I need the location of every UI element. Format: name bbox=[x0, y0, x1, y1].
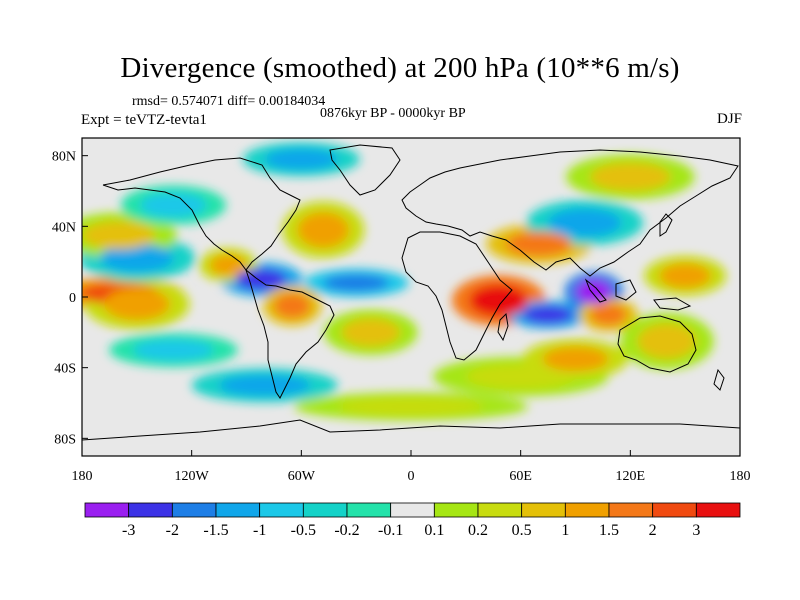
coastline-sumatra bbox=[584, 278, 607, 303]
colorbar-label: 0.5 bbox=[512, 522, 532, 539]
coastline-new-zealand bbox=[713, 368, 725, 391]
field-core-south-atlantic-divergence bbox=[341, 318, 401, 347]
coastline-africa bbox=[401, 231, 513, 361]
field-core-west-pacific-divergence bbox=[659, 263, 711, 289]
colorbar-swatch bbox=[695, 502, 741, 518]
colorbar-label: -0.1 bbox=[378, 522, 403, 539]
x-tick-label: 0 bbox=[408, 469, 415, 484]
season-label: DJF bbox=[716, 111, 742, 127]
colorbar-swatch bbox=[652, 502, 697, 518]
field-core-south-pacific-convergence bbox=[133, 339, 214, 361]
x-tick-label: 60E bbox=[509, 469, 532, 484]
x-tick-label: 120W bbox=[175, 469, 210, 484]
coastline-antarctica bbox=[82, 419, 740, 441]
y-tick-label: 80N bbox=[52, 150, 76, 165]
field-core-maritime-continent-convergence bbox=[575, 279, 613, 305]
colorbar-swatch bbox=[521, 502, 566, 518]
field-core-asia-convergence bbox=[548, 208, 622, 237]
y-tick-label: 0 bbox=[69, 291, 76, 306]
x-tick-label: 60W bbox=[288, 469, 316, 484]
colorbar-swatch bbox=[346, 502, 392, 518]
coastline-eurasia bbox=[401, 149, 739, 277]
x-tick-label: 180 bbox=[730, 469, 751, 484]
field-core-australia-divergence bbox=[637, 323, 697, 359]
field-core-southern-ocean-divergence bbox=[465, 364, 576, 389]
coastline-madagascar bbox=[497, 312, 509, 342]
y-tick-label: 40N bbox=[52, 220, 76, 235]
colorbar-swatch bbox=[433, 502, 479, 518]
colorbar-label: -1.5 bbox=[203, 522, 228, 539]
colorbar: -3 -2 -1.5 -1 -0.5 -0.2 -0.1 0.1 0.2 0.5 1 1.5 2 3 bbox=[84, 502, 741, 539]
experiment-label: Expt = teVTZ-tevta1 bbox=[81, 112, 207, 128]
field-core-siberia-divergence bbox=[590, 162, 671, 191]
colorbar-swatch bbox=[477, 502, 523, 518]
colorbar-label: -2 bbox=[166, 522, 179, 539]
colorbar-swatch bbox=[215, 502, 261, 518]
field-core-atlantic-convergence bbox=[323, 274, 390, 292]
colorbar-label: 1.5 bbox=[599, 522, 619, 539]
coastline-greenland bbox=[329, 144, 401, 196]
coastline-south-america bbox=[244, 268, 335, 399]
colorbar-swatch bbox=[84, 502, 130, 518]
colorbar-swatch bbox=[390, 502, 435, 518]
colorbar-label: 0.2 bbox=[468, 522, 488, 539]
colorbar-swatch bbox=[171, 502, 217, 518]
colorbar-label: 1 bbox=[561, 522, 569, 539]
field-core-tibet-divergence bbox=[506, 231, 572, 257]
divergence-field bbox=[82, 142, 727, 421]
field-core-north-pacific-convergence bbox=[140, 192, 207, 218]
coastline-north-america bbox=[102, 157, 301, 271]
chart-title: Divergence (smoothed) at 200 hPa (10**6 … bbox=[120, 52, 680, 84]
field-core-indian-ocean-convergence bbox=[522, 305, 574, 324]
field-core-east-pacific-convergence bbox=[100, 244, 174, 273]
colorbar-swatch bbox=[259, 502, 304, 518]
period-label: 0876kyr BP - 0000kyr BP bbox=[320, 106, 466, 121]
field-core-arctic-convergence bbox=[264, 148, 338, 170]
map-area bbox=[81, 137, 741, 457]
colorbar-swatch bbox=[564, 502, 610, 518]
y-tick-label: 80S bbox=[54, 432, 76, 447]
coastlines bbox=[82, 144, 740, 441]
colorbar-swatch bbox=[608, 502, 654, 518]
field-core-east-africa-divergence bbox=[469, 284, 528, 317]
coastline-australia bbox=[617, 315, 697, 373]
colorbar-label: 3 bbox=[692, 522, 700, 539]
field-core-amazon-divergence bbox=[273, 293, 311, 319]
coastline-new-guinea bbox=[653, 297, 692, 311]
colorbar-label: -1 bbox=[253, 522, 266, 539]
coastline-japan bbox=[659, 213, 673, 237]
field-core-north-pacific-divergence bbox=[82, 221, 156, 250]
y-tick-label: 40S bbox=[54, 362, 76, 377]
field-core-antarctic-divergence bbox=[337, 397, 485, 416]
x-tick-label: 180 bbox=[72, 469, 93, 484]
field-core-mexico-divergence bbox=[209, 254, 247, 276]
coastline-borneo bbox=[615, 279, 637, 301]
colorbar-label: -0.2 bbox=[334, 522, 359, 539]
x-tick-label: 120E bbox=[616, 469, 646, 484]
field-core-north-atlantic-divergence bbox=[297, 212, 349, 248]
colorbar-swatch bbox=[302, 502, 348, 518]
field-core-borneo-divergence bbox=[590, 304, 627, 326]
colorbar-label: 0.1 bbox=[424, 522, 444, 539]
axis-ticks: 180 120W 60W 0 60E 120E 180 80N 40N 0 40S 80S bbox=[52, 150, 751, 484]
colorbar-swatch bbox=[128, 502, 173, 518]
field-core-southern-ocean-convergence bbox=[219, 374, 311, 396]
field-core-central-pacific-divergence bbox=[103, 288, 170, 320]
colorbar-label: 2 bbox=[649, 522, 657, 539]
stats-label: rmsd= 0.574071 diff= 0.00184034 bbox=[132, 94, 326, 109]
colorbar-label: -3 bbox=[122, 522, 135, 539]
field-core-south-indian-divergence bbox=[542, 346, 609, 372]
colorbar-label: -0.5 bbox=[291, 522, 316, 539]
field-core-caribbean-convergence bbox=[235, 268, 287, 290]
